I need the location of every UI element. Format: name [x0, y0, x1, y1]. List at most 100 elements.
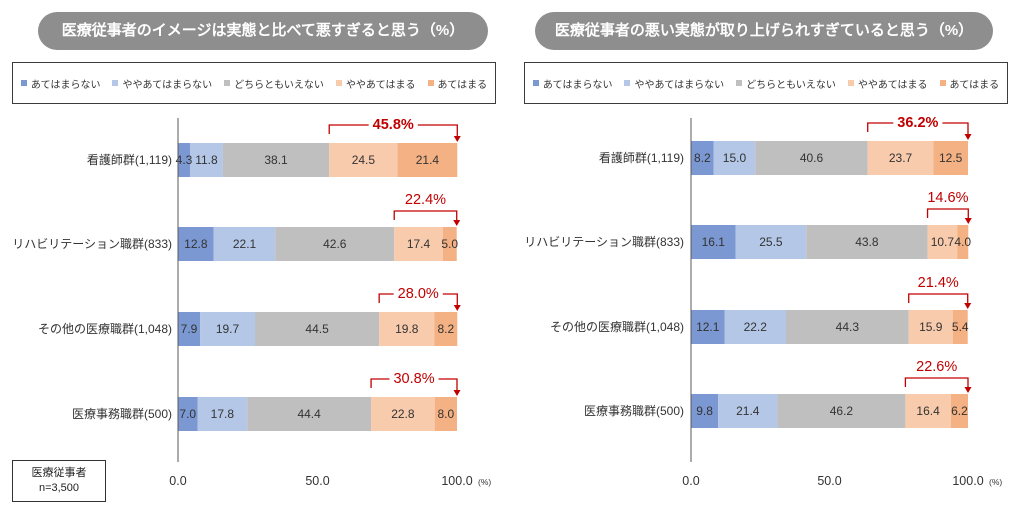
bracket-line	[908, 293, 969, 304]
bracket-arrow-icon	[453, 305, 461, 311]
segment-value-label: 15.9	[919, 320, 943, 334]
segment-value-label: 17.4	[407, 237, 431, 251]
x-tick-label: 0.0	[682, 474, 699, 488]
legend-left: あてはまらない ややあてはまらない どちらともいえない ややあてはまる あてはまる	[12, 62, 496, 104]
bracket-line	[867, 122, 969, 135]
bar-segment	[178, 227, 214, 261]
bar-segment	[397, 143, 458, 177]
bracket-line	[393, 210, 458, 221]
legend-swatch	[624, 80, 631, 86]
legend-item: どちらともいえない	[736, 76, 836, 91]
note-population: 医療従事者	[31, 467, 87, 479]
legend-swatch	[224, 80, 231, 86]
segment-value-label: 12.5	[939, 151, 963, 165]
bar-segment	[189, 143, 223, 177]
bracket-line	[328, 124, 458, 137]
bar-segment	[786, 310, 909, 344]
category-label: 看護師群(1,119)	[599, 150, 684, 165]
segment-value-label: 44.3	[836, 320, 860, 334]
segment-value-label: 17.8	[211, 407, 235, 421]
segment-value-label: 24.5	[352, 153, 376, 167]
segment-value-label: 25.5	[759, 235, 783, 249]
legend-swatch	[335, 80, 342, 86]
category-label: リハビリテーション職群(833)	[524, 235, 684, 249]
bar-segment	[806, 225, 928, 259]
bar-segment	[735, 225, 807, 259]
legend-label: あてはまる	[437, 79, 488, 91]
legend-right: あてはまらない ややあてはまらない どちらともいえない ややあてはまる あてはまる	[524, 62, 1008, 104]
category-label: リハビリテーション職群(833)	[12, 237, 172, 251]
segment-value-label: 5.4	[952, 320, 969, 334]
bar-segment	[691, 394, 719, 428]
segment-value-label: 16.1	[702, 235, 726, 249]
bar-row: 看護師群(1,119) 8.2 15.0 40.6 23.7 12.5 36.2%	[599, 115, 972, 175]
chart-plot: 看護師群(1,119) 4.3 11.8 38.1 24.5 21.4 45.8% リハビリテ…	[12, 117, 491, 488]
bar-segment	[724, 310, 787, 344]
bar-segment	[905, 394, 951, 428]
bar-segment	[867, 141, 934, 175]
legend-swatch	[112, 80, 119, 86]
bar-segment	[777, 394, 906, 428]
x-tick-label: 100.0	[952, 474, 983, 488]
bar-segment	[394, 227, 443, 261]
segment-value-label: 12.1	[696, 320, 720, 334]
legend-item: ややあてはまらない	[112, 76, 212, 91]
bracket-line	[378, 293, 458, 306]
legend-label: どちらともいえない	[234, 79, 324, 91]
x-tick-label: 50.0	[305, 474, 329, 488]
bar-segment	[718, 394, 778, 428]
segment-value-label: 44.5	[305, 322, 329, 336]
bracket-arrow-icon	[964, 303, 972, 309]
segment-value-label: 4.0	[954, 235, 971, 249]
category-label: その他の医療職群(1,048)	[550, 320, 684, 334]
legend-swatch	[532, 80, 539, 86]
chart-title-right: 医療従事者の悪い実態が取り上げられすぎていると思う（%）	[535, 12, 993, 50]
segment-value-label: 23.7	[889, 151, 913, 165]
legend-label: どちらともいえない	[746, 79, 836, 91]
bracket-arrow-icon	[453, 220, 461, 226]
segment-value-label: 19.7	[216, 322, 240, 336]
segment-value-label: 4.3	[176, 153, 193, 167]
bar-segment	[434, 312, 458, 346]
legend-item: ややあてはまらない	[624, 76, 724, 91]
bar-segment	[178, 312, 201, 346]
segment-value-label: 38.1	[264, 153, 288, 167]
segment-value-label: 43.8	[855, 235, 879, 249]
segment-value-label: 46.2	[830, 404, 854, 418]
bar-segment	[275, 227, 395, 261]
bracket-line	[904, 377, 969, 388]
bracket-total-label: 21.4%	[918, 275, 959, 291]
segment-value-label: 19.8	[395, 322, 419, 336]
segment-value-label: 22.8	[391, 407, 415, 421]
bar-segment	[213, 227, 276, 261]
bar-segment	[691, 310, 725, 344]
bar-segment	[755, 141, 868, 175]
bar-row: 医療事務職群(500) 9.8 21.4 46.2 16.4 6.2 22.6%	[584, 359, 972, 428]
category-label: その他の医療職群(1,048)	[38, 322, 172, 336]
bracket-total-label: 36.2%	[897, 115, 938, 131]
legend-swatch	[427, 80, 434, 86]
segment-value-label: 7.9	[181, 322, 198, 336]
bar-segment	[933, 141, 968, 175]
bar-segment	[200, 312, 256, 346]
segment-value-label: 16.4	[916, 404, 940, 418]
segment-value-label: 40.6	[800, 151, 824, 165]
bar-segment	[371, 397, 435, 431]
bar-segment	[952, 310, 968, 344]
bar-segment	[691, 141, 714, 175]
segment-value-label: 8.2	[694, 151, 711, 165]
legend-swatch	[736, 80, 743, 86]
category-label: 医療事務職群(500)	[72, 407, 172, 421]
legend-label: ややあてはまらない	[122, 79, 213, 91]
bar-row: 医療事務職群(500) 7.0 17.8 44.4 22.8 8.0 30.8%	[72, 371, 461, 431]
segment-value-label: 21.4	[736, 404, 760, 418]
legend-item: あてはまらない	[532, 76, 613, 91]
segment-value-label: 8.2	[437, 322, 454, 336]
bar-row: 看護師群(1,119) 4.3 11.8 38.1 24.5 21.4 45.8%	[87, 117, 461, 177]
bar-segment	[247, 397, 372, 431]
bar-row: その他の医療職群(1,048) 7.9 19.7 44.5 19.8 8.2 28.0%	[38, 286, 461, 346]
segment-value-label: 42.6	[323, 237, 347, 251]
segment-value-label: 11.8	[195, 153, 218, 167]
legend-label: あてはまらない	[542, 79, 613, 91]
x-axis-unit-label: (%)	[478, 477, 491, 487]
